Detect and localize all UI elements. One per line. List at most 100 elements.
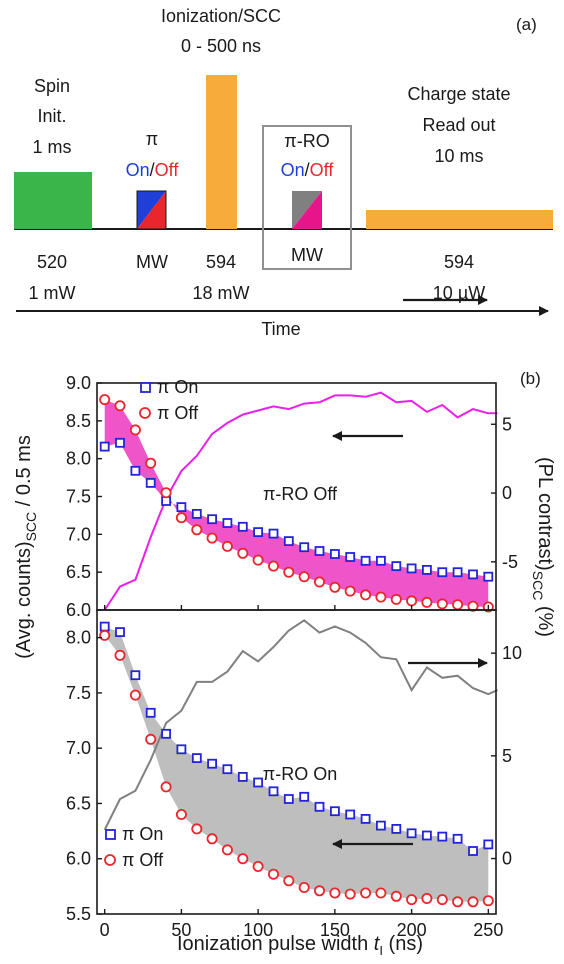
readout-title-2: Read out	[422, 115, 495, 135]
spin-init-title-2: Init.	[37, 106, 66, 126]
pi-on-point	[391, 824, 402, 834]
pi-on-point	[145, 477, 156, 488]
pi-off-point	[175, 809, 187, 821]
pi-off-point	[436, 598, 448, 610]
pi-off-point	[267, 868, 279, 880]
pi-off-point	[145, 457, 157, 469]
pi-on-point	[483, 571, 494, 582]
pi-ro-off-half	[292, 191, 322, 229]
pi-ro-on-text: On	[281, 160, 305, 180]
pi-pulse-outline	[136, 190, 167, 230]
pi-off-point	[160, 781, 172, 793]
pi-ro-on-off-label: On/Off	[281, 160, 335, 180]
pi-off-half	[137, 191, 166, 229]
panel-annotation: π-RO Off	[263, 484, 338, 504]
difference-fill	[104, 399, 489, 607]
pi-off-point	[467, 896, 479, 908]
legend-pi-on-label: π On	[157, 377, 198, 397]
pi-ro-title: π-RO	[284, 131, 329, 151]
y-right-tick-label: 5	[502, 746, 512, 766]
y-right-tick-label: 0	[502, 483, 512, 503]
pi-on-point	[253, 777, 264, 788]
y-left-tick-label: 7.5	[66, 683, 91, 703]
pi-off-point	[298, 882, 310, 894]
pi-off-point	[206, 532, 218, 544]
x-tick-label: 250	[473, 920, 503, 940]
pi-off-point	[390, 593, 402, 605]
y-left-tick-label: 6.5	[66, 562, 91, 582]
pi-on-point	[130, 465, 141, 476]
pi-off-point	[329, 887, 341, 899]
pi-ro-off-text: Off	[310, 160, 335, 180]
pi-on-point	[375, 820, 386, 831]
contrast-line	[103, 619, 498, 831]
pi-on-point	[421, 830, 432, 841]
readout-pulse	[366, 210, 553, 229]
y-left-tick-label: 5.5	[66, 904, 91, 924]
legend: π On π Off	[139, 377, 199, 423]
x-tick-label: 150	[320, 920, 350, 940]
pi-off-point	[99, 629, 111, 641]
pi-on-point	[176, 744, 187, 755]
y-left-axis-title: (Avg. counts)SCC / 0.5 ms	[13, 435, 39, 659]
ionization-wavelength: 594	[206, 252, 236, 272]
panel-a: (a) Spin Init. 1 ms 520 1 mW π On/Off MW…	[14, 6, 553, 339]
pi-off-point	[267, 560, 279, 572]
x-tick-label: 100	[243, 920, 273, 940]
pi-off-point	[283, 875, 295, 887]
pi-on-point	[222, 764, 233, 775]
pi-off-point	[344, 585, 356, 597]
legend-pi-off-marker	[139, 407, 151, 419]
pi-off-point	[160, 487, 172, 499]
pi-off-point	[206, 833, 218, 845]
panel-b: (b) (Avg. counts)SCC / 0.5 ms (PL contra…	[13, 295, 556, 958]
pi-ro-mw-label: MW	[291, 245, 323, 265]
y-left-tick-label: 6.5	[66, 793, 91, 813]
readout-wavelength: 594	[444, 252, 474, 272]
y-left-tick-label: 7.0	[66, 524, 91, 544]
pi-on-point	[268, 786, 279, 797]
pi-off-point	[313, 576, 325, 588]
x-tick-label: 0	[100, 920, 110, 940]
pi-off-point	[191, 823, 203, 835]
y-left-tick-label: 7.5	[66, 487, 91, 507]
pi-off-point	[252, 861, 264, 873]
pi-off-point	[175, 512, 187, 524]
y-left-tick-label: 6.0	[66, 600, 91, 620]
pi-off-point	[221, 540, 233, 552]
y-right-axis-title: (PL contrast)SCC (%)	[530, 457, 556, 637]
pi-ro-highlight-box	[262, 125, 352, 270]
spin-init-pulse	[14, 172, 92, 229]
pi-off-point	[283, 566, 295, 578]
pi-title: π	[146, 129, 158, 149]
pi-off-point	[375, 887, 387, 899]
panel-b-label: (b)	[520, 369, 541, 388]
pi-on-point	[207, 514, 218, 525]
pi-on-point	[283, 536, 294, 546]
pi-on-point	[329, 806, 340, 817]
pi-on-point	[161, 496, 172, 506]
pi-on-point	[191, 508, 202, 519]
y-right-tick-label: 5	[502, 414, 512, 434]
pi-off-point	[329, 581, 341, 593]
pi-on-point	[299, 542, 310, 553]
pi-on-point	[237, 772, 248, 782]
pi-on-point	[145, 707, 156, 718]
pi-off-point	[467, 600, 479, 612]
ionization-power: 18 mW	[192, 283, 249, 303]
pi-on-point	[360, 555, 371, 566]
pi-off-point	[237, 547, 249, 559]
pi-off-point	[191, 524, 203, 536]
pi-off-point	[375, 591, 387, 603]
pi-off-point	[360, 887, 372, 899]
y-left-tick-label: 6.0	[66, 849, 91, 869]
pi-on-point	[99, 441, 110, 452]
panel-annotation: π-RO On	[263, 764, 337, 784]
pi-off-point	[114, 649, 126, 661]
pi-off-point	[344, 888, 356, 900]
pi-off-point	[145, 733, 157, 745]
contrast-line	[103, 391, 498, 611]
spin-init-wavelength: 520	[37, 252, 67, 272]
